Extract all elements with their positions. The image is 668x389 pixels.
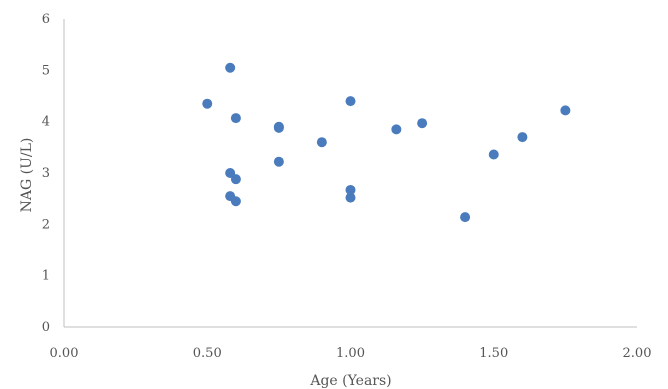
x-tick-label: 0.50	[193, 346, 222, 361]
data-point	[230, 174, 241, 185]
data-point	[316, 137, 327, 148]
data-point	[230, 196, 241, 207]
y-tick-label: 4	[42, 115, 50, 130]
x-tick-label: 2.00	[623, 346, 652, 361]
data-point	[345, 184, 356, 195]
data-point	[417, 118, 428, 129]
data-point	[460, 212, 471, 223]
plot-area	[63, 19, 637, 328]
data-point	[230, 113, 241, 124]
x-tick-label: 0.00	[50, 346, 79, 361]
data-point	[488, 149, 499, 160]
x-axis-ticks: 0.00 0.50 1.00 1.50 2.00	[50, 346, 652, 361]
data-point	[517, 132, 528, 143]
y-tick-label: 1	[42, 269, 50, 284]
data-point	[202, 98, 213, 109]
y-axis-ticks: 0 1 2 3 4 5 6	[42, 12, 50, 335]
data-point	[345, 96, 356, 107]
data-point	[391, 124, 402, 135]
y-tick-label: 0	[42, 320, 50, 335]
x-tick-label: 1.00	[336, 346, 365, 361]
y-axis-title: NAG (U/L)	[19, 138, 35, 213]
x-axis-title: Age (Years)	[309, 373, 391, 389]
data-point	[273, 156, 284, 167]
y-tick-label: 2	[42, 217, 50, 232]
x-tick-label: 1.50	[479, 346, 508, 361]
y-tick-label: 6	[42, 12, 50, 27]
data-point	[225, 62, 236, 73]
data-points	[202, 62, 571, 223]
y-tick-label: 3	[42, 166, 50, 181]
y-tick-label: 5	[42, 63, 50, 78]
data-point	[345, 192, 356, 203]
data-point	[560, 105, 571, 116]
data-point	[273, 122, 284, 133]
